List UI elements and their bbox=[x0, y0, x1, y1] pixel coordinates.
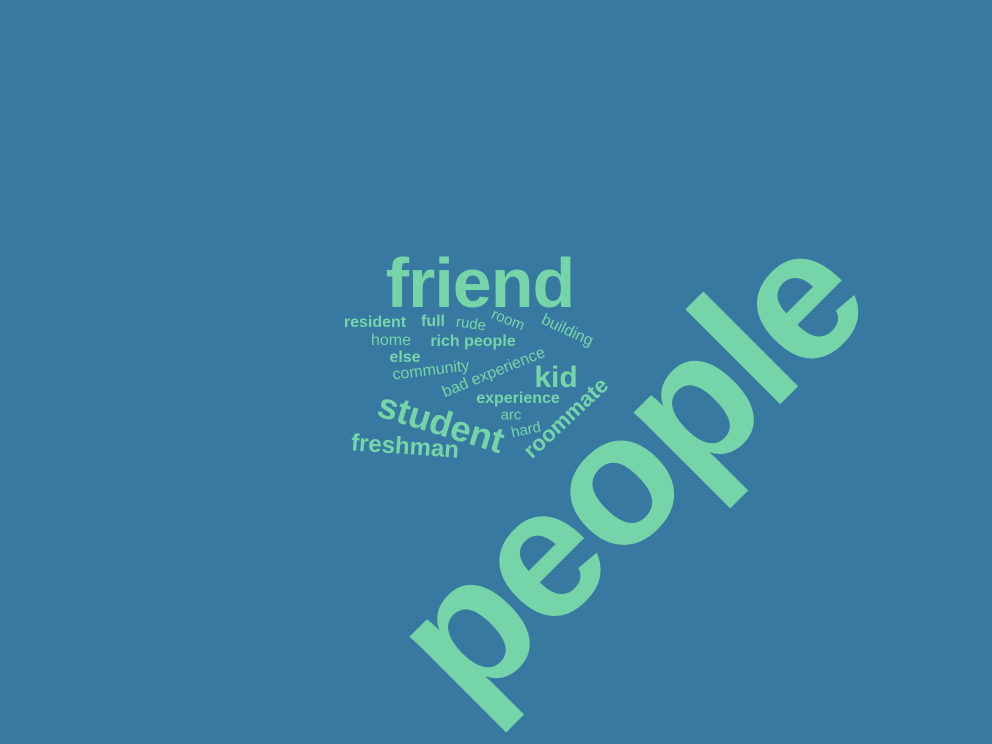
word-freshman: freshman bbox=[350, 429, 460, 464]
word-else: else bbox=[389, 349, 421, 366]
word-full: full bbox=[421, 313, 445, 330]
word-rich-people: rich people bbox=[430, 333, 516, 350]
word-experience: experience bbox=[476, 390, 560, 407]
word-rude: rude bbox=[454, 313, 488, 335]
word-resident: resident bbox=[343, 314, 407, 331]
word-home: home bbox=[370, 332, 412, 349]
word-arc: arc bbox=[500, 406, 522, 424]
word-friend: friend bbox=[385, 244, 575, 322]
word-kid: kid bbox=[534, 361, 578, 394]
